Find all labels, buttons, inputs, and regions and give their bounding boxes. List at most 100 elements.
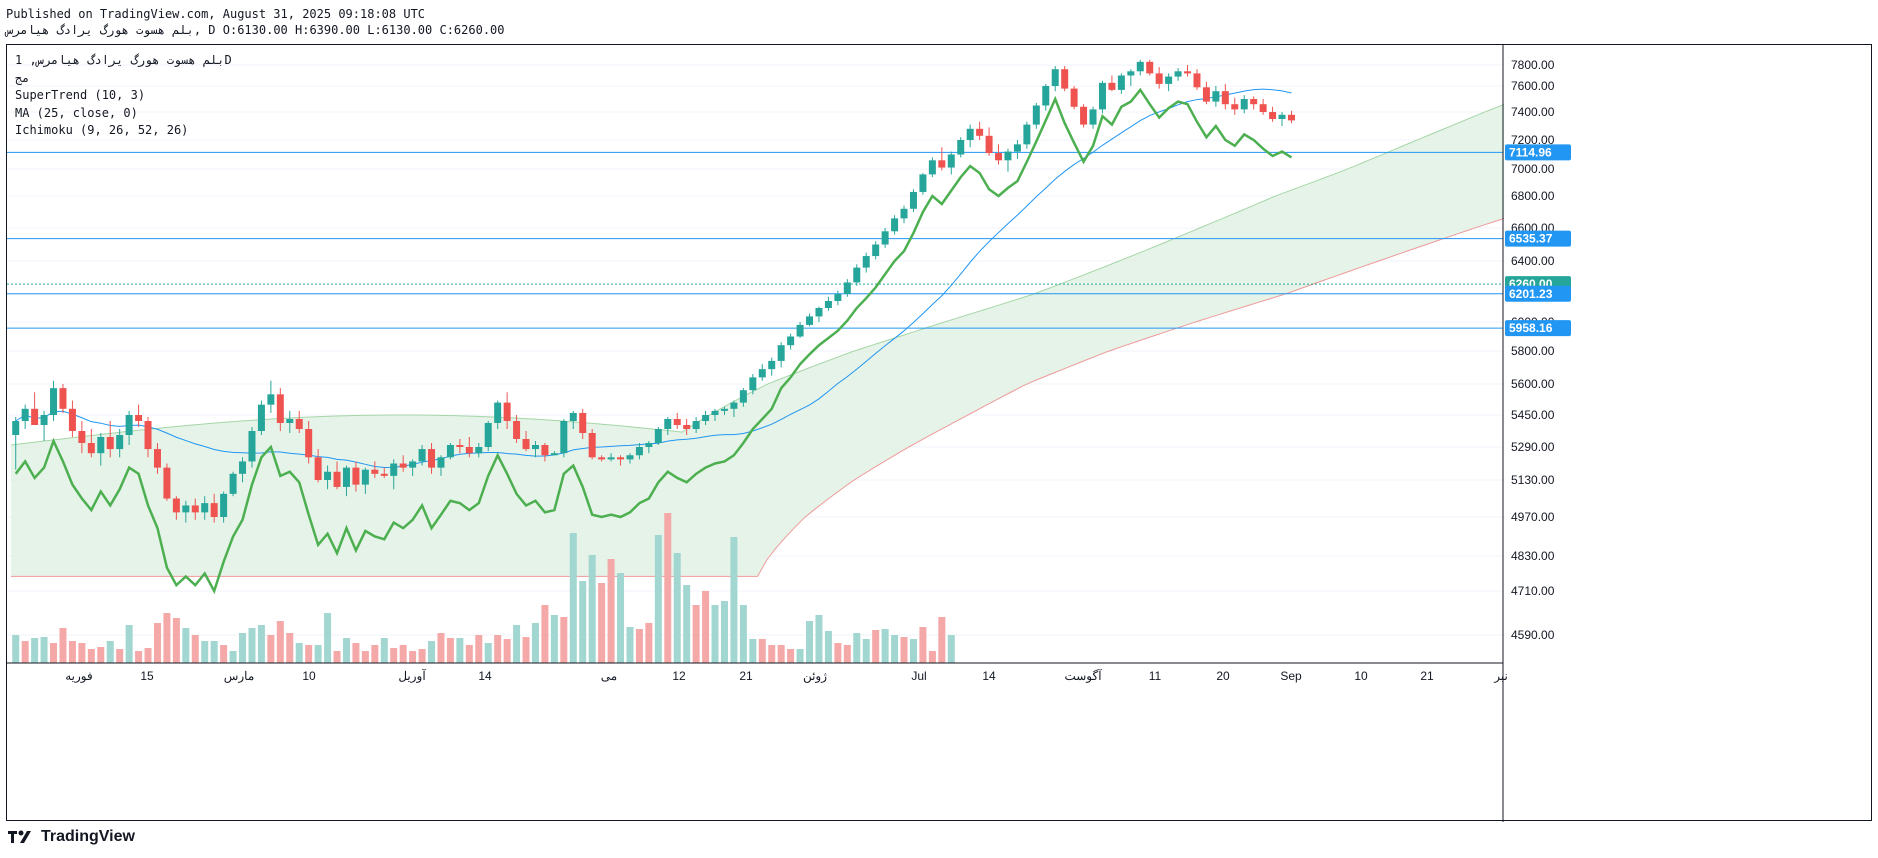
volume-bar — [853, 633, 861, 663]
x-tick-label: 20 — [1216, 669, 1230, 683]
x-tick-label: می — [601, 669, 617, 683]
volume-bar — [598, 583, 606, 663]
candle-body — [522, 439, 530, 450]
volume-bar — [276, 621, 284, 663]
x-tick-label: Sep — [1280, 669, 1302, 683]
candle-body — [872, 244, 880, 257]
volume-bar — [314, 645, 322, 663]
candle-body — [1259, 104, 1267, 112]
legend-supertrend[interactable]: SuperTrend (10, 3) — [15, 88, 146, 102]
volume-bar — [295, 643, 303, 663]
candle-body — [1212, 91, 1220, 102]
candle-body — [456, 445, 464, 447]
candle-body — [995, 153, 1003, 161]
volume-bar — [182, 628, 190, 663]
candle-body — [78, 431, 86, 443]
candle-body — [758, 369, 766, 378]
candle-body — [1193, 73, 1201, 88]
candle-body — [1136, 61, 1144, 72]
candle-body — [267, 394, 275, 405]
volume-bar — [541, 605, 549, 663]
candle-body — [1278, 114, 1286, 119]
candle-body — [777, 345, 785, 361]
candle-body — [286, 419, 294, 423]
x-tick-label: Jul — [911, 669, 926, 683]
volume-bar — [654, 535, 662, 663]
legend-ma[interactable]: MA (25, close, 0) — [15, 105, 138, 120]
candle-body — [465, 447, 473, 454]
candle-body — [1250, 99, 1258, 105]
volume-bar — [787, 649, 795, 663]
candle-body — [12, 421, 20, 435]
volume-bar — [361, 651, 369, 663]
volume-bar — [711, 605, 719, 663]
candle-body — [692, 421, 700, 429]
candle-body — [59, 388, 67, 409]
volume-bar — [872, 630, 880, 663]
candle-body — [295, 419, 303, 429]
volume-bar — [919, 627, 927, 663]
volume-bar — [125, 625, 133, 663]
legend-ichimoku[interactable]: Ichimoku (9, 26, 52, 26) — [15, 123, 189, 137]
candle-body — [1042, 86, 1050, 106]
volume-bar — [550, 615, 558, 663]
candle-body — [919, 174, 927, 192]
candle-body — [853, 267, 861, 283]
volume-bar — [380, 638, 388, 663]
candle-body — [220, 493, 228, 517]
y-tick-label: 4830.00 — [1511, 549, 1555, 563]
volume-bar — [371, 645, 379, 663]
y-tick-label: 4590.00 — [1511, 628, 1555, 642]
chart-frame[interactable]: 4590.00 4710.00 4830.00 4970.00 5130.00 5290.… — [6, 44, 1873, 822]
candle-body — [579, 412, 587, 433]
price-badge — [1505, 230, 1571, 247]
candle-body — [938, 160, 946, 168]
volume-bar — [503, 639, 511, 663]
candle-body — [1117, 75, 1125, 90]
candle-body — [182, 505, 190, 513]
candle-body — [371, 469, 379, 474]
volume-bar — [626, 627, 634, 663]
price-badge — [1505, 144, 1571, 161]
candle-body — [806, 316, 814, 325]
volume-bars — [12, 513, 955, 663]
candle-body — [815, 308, 823, 317]
volume-bar — [834, 643, 842, 663]
candle-body — [87, 443, 95, 454]
y-tick-label: 7800.00 — [1511, 58, 1555, 72]
legend-symbol[interactable]: بلم هسوت هورگ یرادگ هیامرس, 1D — [15, 53, 232, 67]
tradingview-brand[interactable]: TradingView — [8, 828, 135, 846]
volume-bar — [78, 643, 86, 663]
candle-body — [768, 360, 776, 370]
volume-bar — [59, 628, 67, 663]
candle-body — [1127, 71, 1135, 76]
volume-bar — [116, 649, 124, 663]
candle-body — [361, 469, 369, 485]
x-tick-label: 21 — [739, 669, 753, 683]
volume-bar — [409, 651, 417, 663]
price-badge — [1505, 285, 1571, 302]
candle-body — [1032, 105, 1040, 125]
volume-bar — [947, 635, 955, 663]
candle-body — [97, 437, 105, 454]
volume-bar — [692, 605, 700, 663]
volume-bar — [702, 591, 710, 663]
volume-bar — [210, 641, 218, 663]
x-tick-label: آگوست — [1064, 668, 1102, 683]
volume-bar — [730, 537, 738, 663]
y-tick-label: 6800.00 — [1511, 189, 1555, 203]
candle-body — [843, 282, 851, 294]
candle-body — [834, 294, 842, 301]
candle-body — [21, 408, 29, 421]
candle-body — [635, 447, 643, 456]
volume-bar — [153, 623, 161, 663]
volume-bar — [909, 639, 917, 663]
x-tick-label: 14 — [478, 669, 492, 683]
candle-body — [654, 429, 662, 443]
price-chart[interactable]: 4590.00 4710.00 4830.00 4970.00 5130.00 5290.… — [7, 45, 1873, 822]
x-tick-label: نبر — [1493, 669, 1508, 683]
candle-body — [607, 457, 615, 460]
volume-bar — [239, 633, 247, 663]
volume-bar — [617, 573, 625, 663]
